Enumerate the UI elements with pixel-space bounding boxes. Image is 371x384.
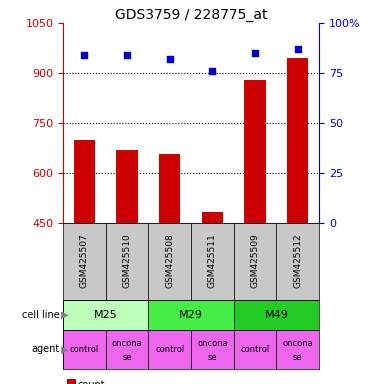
Text: oncona: oncona <box>282 339 313 348</box>
Text: agent: agent <box>31 344 59 354</box>
FancyBboxPatch shape <box>234 223 276 300</box>
Text: M29: M29 <box>179 310 203 320</box>
Text: GSM425512: GSM425512 <box>293 234 302 288</box>
Point <box>82 52 88 58</box>
Text: oncona: oncona <box>112 339 142 348</box>
Text: control: control <box>155 345 184 354</box>
Bar <box>202 212 223 223</box>
Bar <box>148 330 191 369</box>
FancyBboxPatch shape <box>106 223 148 300</box>
Point <box>252 50 258 56</box>
Text: ▶: ▶ <box>61 344 69 354</box>
Text: GSM425508: GSM425508 <box>165 234 174 288</box>
Bar <box>106 330 148 369</box>
Text: se: se <box>122 353 132 362</box>
Text: se: se <box>208 353 217 362</box>
FancyBboxPatch shape <box>276 223 319 300</box>
Text: control: control <box>240 345 270 354</box>
FancyBboxPatch shape <box>148 223 191 300</box>
Text: cell line: cell line <box>22 310 59 320</box>
Bar <box>74 139 95 223</box>
Bar <box>234 300 319 330</box>
Text: count: count <box>78 380 105 384</box>
Bar <box>244 80 266 223</box>
Text: GSM425510: GSM425510 <box>122 234 132 288</box>
Text: se: se <box>293 353 302 362</box>
Bar <box>287 58 308 223</box>
Text: M25: M25 <box>94 310 118 320</box>
Point <box>124 52 130 58</box>
Bar <box>276 330 319 369</box>
Bar <box>116 149 138 223</box>
Point <box>210 68 216 74</box>
Point <box>167 56 173 62</box>
Title: GDS3759 / 228775_at: GDS3759 / 228775_at <box>115 8 267 22</box>
Bar <box>159 154 180 223</box>
Text: M49: M49 <box>265 310 288 320</box>
Text: ▶: ▶ <box>61 310 69 320</box>
FancyBboxPatch shape <box>191 223 234 300</box>
Text: control: control <box>70 345 99 354</box>
FancyBboxPatch shape <box>63 223 106 300</box>
Bar <box>191 330 234 369</box>
Bar <box>63 330 106 369</box>
Bar <box>148 300 234 330</box>
Point <box>295 46 301 52</box>
Bar <box>63 300 148 330</box>
Text: GSM425511: GSM425511 <box>208 234 217 288</box>
Bar <box>234 330 276 369</box>
Text: oncona: oncona <box>197 339 228 348</box>
Text: GSM425507: GSM425507 <box>80 234 89 288</box>
Text: GSM425509: GSM425509 <box>250 234 260 288</box>
